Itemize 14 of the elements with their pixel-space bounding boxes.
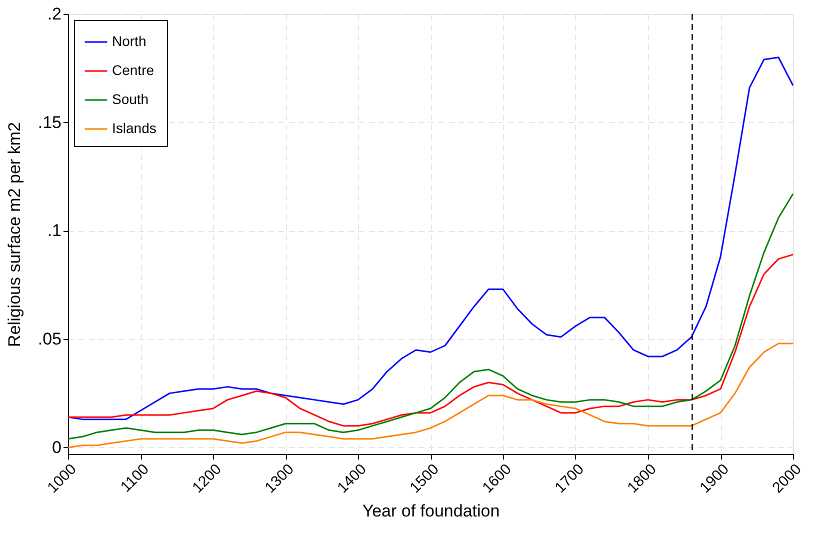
- legend-label: South: [112, 91, 149, 107]
- line-series: [67, 193, 794, 440]
- legend-label: Centre: [112, 62, 154, 78]
- legend-label: Islands: [112, 120, 156, 136]
- y-tick-label: .2: [47, 4, 62, 24]
- legend-label: North: [112, 33, 146, 49]
- line-series: [67, 342, 794, 448]
- line-series: [67, 254, 794, 427]
- x-axis-title: Year of foundation: [362, 502, 500, 521]
- y-tick-label: .15: [38, 112, 62, 132]
- y-axis-title: Religious surface m2 per km2: [4, 122, 24, 347]
- y-tick-label: .1: [47, 221, 62, 240]
- y-tick-label: .05: [38, 330, 62, 349]
- y-tick-label: 0: [52, 438, 62, 457]
